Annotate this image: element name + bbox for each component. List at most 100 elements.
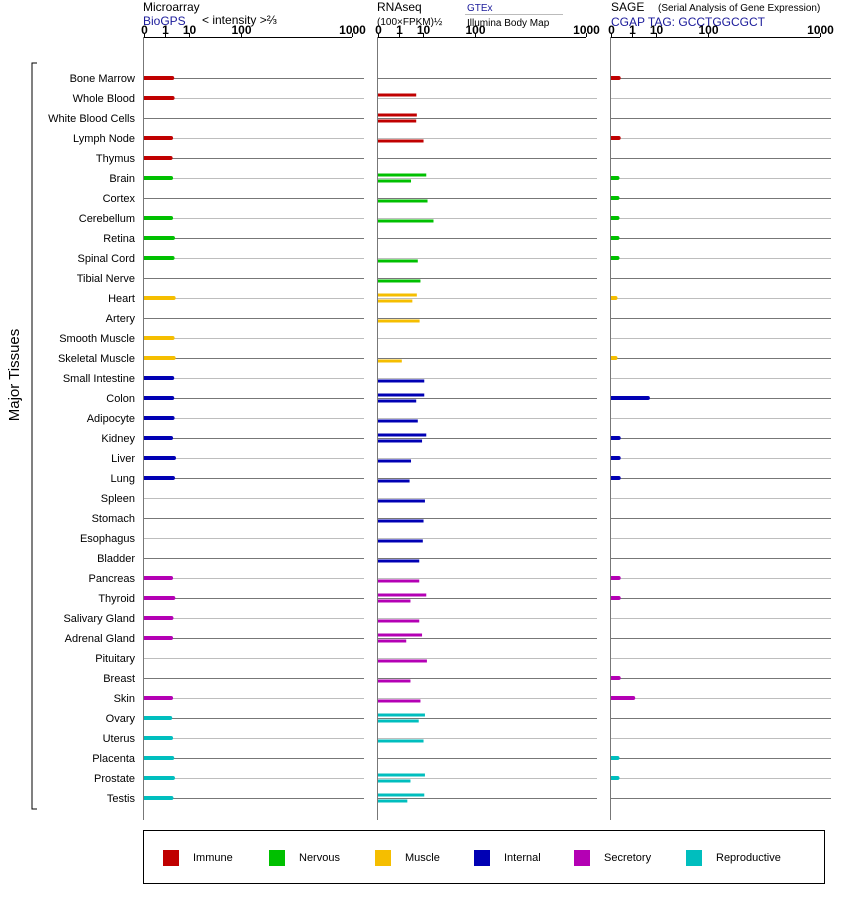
- bar-rnaseq: [378, 179, 412, 183]
- legend-label: Muscle: [405, 852, 440, 864]
- bar-rnaseq: [378, 593, 427, 597]
- x-tick-label: 1: [396, 23, 403, 37]
- bar-microarray: [144, 616, 172, 620]
- bar-sage: [611, 176, 618, 180]
- bar-sage: [611, 296, 616, 300]
- bar-cap-sage: [616, 596, 621, 600]
- bar-rnaseq: [378, 679, 411, 683]
- bar-rnaseq: [378, 393, 425, 397]
- legend-swatch-immune: [163, 850, 179, 866]
- bar-microarray: [144, 636, 172, 640]
- bar-rnaseq: [378, 319, 420, 323]
- bar-rnaseq: [378, 173, 427, 177]
- bar-sage: [611, 356, 616, 360]
- tissue-label: Breast: [103, 673, 135, 685]
- tissue-label: Retina: [103, 233, 136, 245]
- bar-sage: [611, 436, 619, 440]
- bar-cap-sage: [615, 196, 620, 200]
- bar-cap-microarray: [169, 796, 174, 800]
- tissue-label: Salivary Gland: [63, 613, 135, 625]
- bar-microarray: [144, 576, 172, 580]
- bar-sage: [611, 256, 618, 260]
- x-tick-label: 100: [231, 23, 251, 37]
- tissue-label: Skin: [114, 693, 135, 705]
- tissue-label: Prostate: [94, 773, 135, 785]
- tissue-label: Spinal Cord: [78, 253, 135, 265]
- bar-rnaseq: [378, 633, 423, 637]
- bar-sage: [611, 456, 619, 460]
- bar-sage: [611, 216, 618, 220]
- bar-cap-sage: [616, 676, 621, 680]
- tissue-labels: Bone Marrow Whole Blood White Blood Cells L…: [48, 73, 136, 805]
- bar-microarray: [144, 176, 172, 180]
- bar-rnaseq: [378, 499, 425, 503]
- tissue-bracket: [31, 62, 37, 810]
- sage-title: SAGE: [611, 0, 644, 14]
- tissue-label: Cortex: [103, 193, 136, 205]
- tissue-label: Spleen: [101, 493, 135, 505]
- bar-rnaseq: [378, 379, 425, 383]
- tissue-label: Brain: [109, 173, 135, 185]
- bar-rnaseq: [378, 279, 421, 283]
- legend-label: Nervous: [299, 852, 340, 864]
- microarray-source: BioGPS: [143, 14, 186, 28]
- x-tick-label: 0: [375, 23, 382, 37]
- tissue-label: Skeletal Muscle: [58, 353, 135, 365]
- bar-rnaseq: [378, 299, 413, 303]
- axes: 0 1 10 100 1000 0 1 10 100 1000 0 1 10 100 1000: [141, 23, 834, 820]
- tissue-label: Placenta: [92, 753, 136, 765]
- x-tick-label: 1: [162, 23, 169, 37]
- tissue-label: Thyroid: [98, 593, 135, 605]
- tissue-label: Uterus: [103, 733, 136, 745]
- bar-rnaseq: [378, 699, 421, 703]
- legend-swatch-nervous: [269, 850, 285, 866]
- bar-sage: [611, 396, 648, 400]
- bar-cap-sage: [615, 176, 620, 180]
- bar-cap-sage: [631, 696, 636, 700]
- tissue-label: Artery: [106, 313, 136, 325]
- bar-cap-microarray: [170, 96, 175, 100]
- bar-rnaseq: [378, 739, 424, 743]
- tissue-label: Adrenal Gland: [65, 633, 135, 645]
- bar-microarray: [144, 776, 173, 780]
- bar-sage: [611, 776, 618, 780]
- bar-microarray: [144, 336, 173, 340]
- bar-rnaseq: [378, 479, 410, 483]
- bar-cap-microarray: [169, 436, 174, 440]
- bar-cap-sage: [613, 356, 618, 360]
- sage-subtitle: (Serial Analysis of Gene Expression): [658, 3, 820, 14]
- bar-cap-sage: [616, 456, 621, 460]
- legend-item-secretory: Secretory: [574, 850, 651, 866]
- bar-rnaseq: [378, 199, 428, 203]
- bar-cap-sage: [615, 756, 620, 760]
- tissue-label: Ovary: [106, 713, 136, 725]
- rnaseq-unit: (100×FPKM)½: [377, 17, 443, 28]
- bar-microarray: [144, 756, 173, 760]
- bar-microarray: [144, 416, 173, 420]
- bar-sage: [611, 576, 619, 580]
- bar-cap-microarray: [170, 476, 175, 480]
- tissue-label: Bladder: [97, 553, 135, 565]
- tissue-label: Heart: [108, 293, 135, 305]
- bar-microarray: [144, 256, 173, 260]
- bar-microarray: [144, 436, 172, 440]
- bar-microarray: [144, 796, 172, 800]
- bar-microarray: [144, 696, 172, 700]
- bar-sage: [611, 76, 619, 80]
- y-group-label: Major Tissues: [6, 329, 23, 422]
- rnaseq-title: RNAseq: [377, 0, 422, 14]
- bar-rnaseq: [378, 639, 407, 643]
- bar-rnaseq: [378, 93, 417, 97]
- legend-item-immune: Immune: [163, 850, 233, 866]
- bar-cap-microarray: [170, 336, 175, 340]
- tissue-label: Bone Marrow: [70, 73, 135, 85]
- tissue-label: Kidney: [101, 433, 135, 445]
- tissue-label: Whole Blood: [73, 93, 135, 105]
- x-tick-label: 100: [465, 23, 485, 37]
- x-tick-label: 0: [141, 23, 148, 37]
- x-tick-label: 1000: [807, 23, 834, 37]
- legend-swatch-internal: [474, 850, 490, 866]
- bar-cap-microarray: [170, 376, 175, 380]
- legend-item-reproductive: Reproductive: [686, 850, 781, 866]
- tissue-label: Testis: [107, 793, 136, 805]
